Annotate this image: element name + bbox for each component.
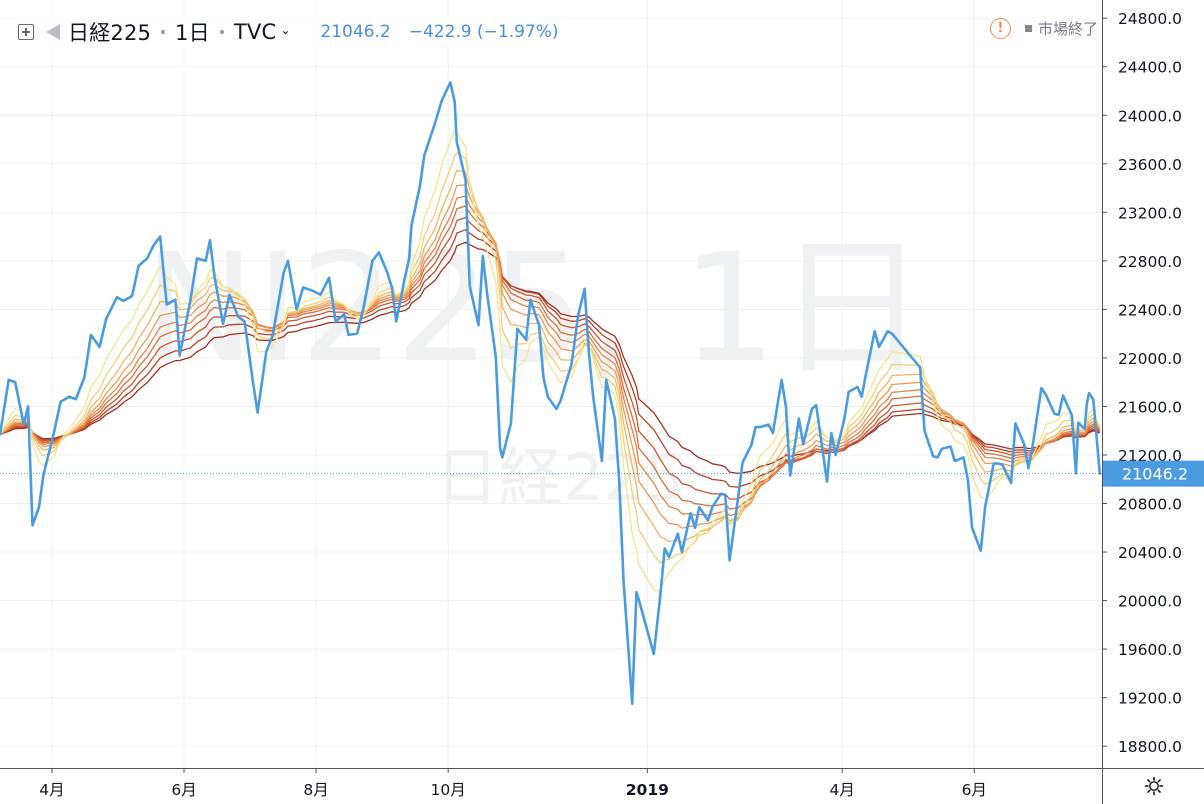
y-tick-label: 22400.0: [1118, 301, 1182, 319]
market-closed-icon: [1024, 24, 1032, 32]
x-tick-label: 4月: [39, 781, 64, 799]
x-tick-label: 8月: [303, 781, 328, 799]
expand-icon[interactable]: [18, 24, 34, 40]
price-line: [0, 81, 1102, 705]
watermark-subtitle: 日経225: [435, 442, 685, 516]
ma-ribbon-line: [0, 129, 1101, 593]
y-tick-label: 20000.0: [1118, 593, 1182, 611]
gear-icon[interactable]: [1144, 776, 1164, 796]
chart-header: 日経225 1日 TVC ⌄ 21046.2 −422.9 (−1.97%): [14, 16, 565, 48]
y-tick-label: 21200.0: [1118, 447, 1182, 465]
y-tick-label: 24000.0: [1118, 107, 1182, 125]
last-price: 21046.2: [320, 22, 391, 42]
y-tick-label: 21600.0: [1118, 398, 1182, 416]
x-tick-label: 4月: [830, 781, 855, 799]
y-tick-label: 22800.0: [1118, 253, 1182, 271]
y-tick-label: 23200.0: [1118, 204, 1182, 222]
price-tag: [1103, 460, 1204, 487]
x-tick-label: 2019: [626, 781, 669, 799]
price-change: −422.9 (−1.97%): [408, 22, 559, 42]
market-status-label: 市場終了: [1037, 19, 1098, 38]
x-tick-label: 6月: [962, 781, 987, 799]
separator-dot: [161, 30, 166, 34]
y-tick-label: 20400.0: [1118, 544, 1182, 562]
ma-ribbon-line: [0, 169, 1101, 543]
separator-dot: [219, 30, 224, 34]
alert-icon[interactable]: !: [989, 17, 1011, 39]
y-tick-label: 22000.0: [1118, 350, 1182, 368]
market-status: ! 市場終了: [989, 16, 1098, 40]
y-tick-label: 24800.0: [1118, 10, 1182, 28]
y-tick-label: 23600.0: [1118, 156, 1182, 174]
y-tick-label: 19200.0: [1118, 690, 1182, 708]
x-tick-label: 6月: [171, 781, 196, 799]
y-tick-label: 18800.0: [1118, 738, 1182, 756]
watermark-title: NI225, 1日: [143, 222, 927, 396]
source-label[interactable]: TVC: [233, 20, 277, 44]
y-tick-label: 19600.0: [1118, 641, 1182, 659]
interval-label[interactable]: 1日: [175, 21, 210, 45]
symbol-name[interactable]: 日経225: [68, 21, 152, 45]
x-tick-label: 10月: [431, 781, 466, 799]
flag-icon: [46, 24, 60, 40]
chevron-down-icon[interactable]: ⌄: [280, 23, 291, 37]
ma-ribbon-line: [0, 205, 1101, 510]
price-tag-label: 21046.2: [1122, 465, 1188, 484]
y-tick-label: 20800.0: [1118, 496, 1182, 514]
y-tick-label: 24400.0: [1118, 59, 1182, 77]
